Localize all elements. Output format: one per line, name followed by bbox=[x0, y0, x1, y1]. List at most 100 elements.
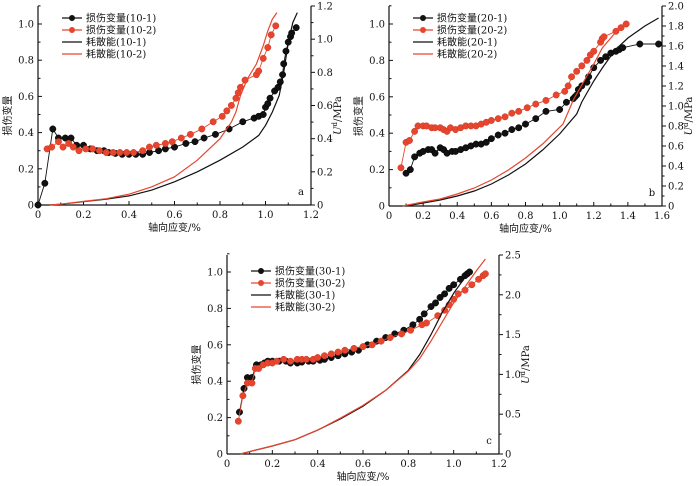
data-point bbox=[109, 149, 117, 156]
legend-entry: 耗散能(20-1) bbox=[437, 36, 497, 49]
data-point bbox=[89, 145, 97, 153]
data-point bbox=[655, 40, 663, 48]
data-point bbox=[350, 344, 358, 352]
y-tick-label: 0 bbox=[379, 202, 385, 213]
data-point bbox=[227, 102, 235, 109]
y2-axis-label: Ud/MPa bbox=[331, 96, 344, 135]
x-axis-label: 轴向应变/% bbox=[337, 470, 390, 483]
data-point bbox=[450, 281, 458, 289]
data-point bbox=[264, 44, 272, 51]
y-tick-label: 0 bbox=[217, 450, 223, 461]
data-point bbox=[282, 47, 290, 55]
data-point bbox=[501, 129, 509, 137]
y2-tick-label: 0 bbox=[505, 450, 511, 461]
y2-tick-label: 0.4 bbox=[668, 162, 684, 173]
y2-tick-label: 1.2 bbox=[668, 82, 684, 93]
x-tick-label: 1.2 bbox=[491, 459, 507, 470]
y-tick-label: 0.2 bbox=[18, 164, 34, 175]
data-point bbox=[597, 56, 605, 64]
data-point bbox=[123, 149, 131, 156]
data-point bbox=[55, 138, 62, 146]
panel-label: a bbox=[298, 187, 304, 198]
data-point bbox=[327, 350, 335, 358]
data-point bbox=[102, 149, 110, 156]
data-point bbox=[130, 149, 138, 156]
x-tick-label: 0.6 bbox=[167, 210, 183, 221]
x-tick-label: 0.8 bbox=[518, 211, 534, 222]
legend-swatch-marker bbox=[258, 280, 264, 286]
data-point bbox=[397, 164, 405, 172]
data-point bbox=[248, 379, 256, 387]
data-point bbox=[494, 131, 502, 139]
y-tick-label: 0.8 bbox=[207, 304, 223, 315]
x-axis-label: 轴向应变/% bbox=[148, 221, 201, 234]
y2-tick-label: 1.6 bbox=[668, 42, 684, 53]
data-point bbox=[407, 326, 415, 334]
data-point bbox=[515, 107, 523, 115]
x-tick-label: 1.2 bbox=[303, 210, 319, 221]
panel-label: b bbox=[649, 188, 655, 199]
data-point bbox=[523, 104, 531, 112]
data-point bbox=[272, 22, 280, 30]
series-line-4 bbox=[49, 12, 278, 206]
data-point bbox=[411, 127, 419, 135]
data-point bbox=[561, 87, 569, 95]
data-point bbox=[542, 96, 550, 104]
data-point bbox=[182, 140, 190, 147]
data-point bbox=[501, 113, 509, 121]
y-tick-label: 1.0 bbox=[18, 20, 34, 31]
data-point bbox=[341, 346, 349, 354]
y-tick-label: 0.2 bbox=[207, 413, 223, 424]
legend-entry: 损伤变量(20-2) bbox=[437, 24, 507, 37]
y-axis-label: 损伤变量 bbox=[352, 96, 365, 136]
y-tick-label: 0.6 bbox=[369, 92, 385, 103]
data-point bbox=[95, 147, 103, 155]
legend-swatch-marker bbox=[258, 268, 264, 274]
chart-panel-b: 0 0.2 0.4 0.6 0.8 1.0 1.2 1.4 1.600.20.40.60.81.… bbox=[352, 2, 695, 236]
y2-tick-label: 1.0 bbox=[317, 35, 333, 46]
legend-entry: 耗散能(30-1) bbox=[275, 289, 335, 302]
x-tick-label: 0.8 bbox=[212, 210, 228, 221]
data-point bbox=[191, 138, 199, 146]
data-point bbox=[255, 67, 263, 75]
data-point bbox=[583, 56, 591, 64]
data-point bbox=[359, 343, 367, 351]
data-point bbox=[532, 100, 540, 108]
legend-swatch-marker bbox=[69, 15, 75, 21]
data-point bbox=[139, 147, 147, 155]
data-point bbox=[552, 91, 560, 99]
data-point bbox=[441, 290, 449, 298]
y2-tick-label: 1.2 bbox=[317, 2, 333, 13]
data-point bbox=[200, 134, 208, 142]
data-point bbox=[468, 281, 476, 289]
data-point bbox=[198, 125, 206, 133]
x-tick-label: 1.6 bbox=[654, 211, 670, 222]
data-point bbox=[398, 330, 405, 338]
data-point bbox=[41, 179, 49, 187]
data-point bbox=[578, 62, 586, 70]
legend-entry: 损伤变量(20-1) bbox=[437, 12, 507, 25]
y-axis-label: 损伤变量 bbox=[1, 96, 14, 136]
data-point bbox=[423, 319, 430, 327]
data-point bbox=[411, 153, 419, 161]
chart-panel-c: 0 0.2 0.4 0.6 0.8 1.0 1.200.20.40.60.81.000.51… bbox=[190, 251, 532, 484]
data-point bbox=[542, 107, 550, 115]
data-point bbox=[406, 137, 413, 144]
y2-tick-label: 0.2 bbox=[668, 182, 684, 193]
data-point bbox=[168, 138, 176, 146]
data-point bbox=[532, 115, 540, 123]
data-point bbox=[431, 149, 439, 157]
legend-swatch-marker bbox=[420, 15, 426, 21]
legend-entry: 耗散能(10-1) bbox=[86, 36, 146, 49]
data-point bbox=[377, 337, 385, 345]
data-point bbox=[432, 299, 439, 307]
y2-tick-label: 0.6 bbox=[317, 101, 333, 112]
data-point bbox=[186, 130, 194, 138]
data-point bbox=[600, 33, 608, 41]
data-point bbox=[34, 201, 42, 209]
data-point bbox=[292, 24, 300, 32]
y2-tick-label: 2.0 bbox=[668, 2, 684, 13]
y2-tick-label: 2.5 bbox=[505, 251, 521, 262]
x-tick-label: 0.4 bbox=[449, 211, 465, 222]
